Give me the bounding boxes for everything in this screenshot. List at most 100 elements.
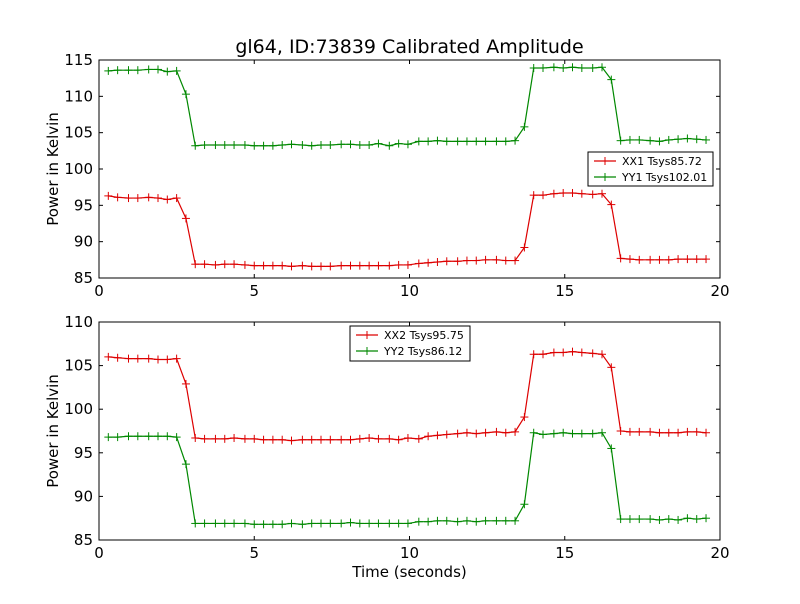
data-point	[588, 429, 597, 438]
x-axis-label: Time (seconds)	[351, 563, 467, 581]
data-point	[577, 63, 586, 72]
data-point	[200, 260, 209, 269]
legend-entry: YY1 Tsys102.01	[594, 171, 707, 184]
data-point	[635, 135, 644, 144]
data-point	[191, 433, 200, 442]
data-point	[511, 427, 520, 436]
data-point	[549, 429, 558, 438]
data-point	[317, 262, 326, 271]
data-point	[200, 434, 209, 443]
data-point	[181, 379, 190, 388]
y-tick-label: 85	[74, 531, 93, 549]
data-point	[655, 428, 664, 437]
data-point	[326, 262, 335, 271]
data-point	[124, 66, 133, 75]
legend-label: XX2 Tsys95.75	[384, 329, 464, 342]
data-point	[607, 75, 616, 84]
data-point	[317, 141, 326, 150]
data-point	[104, 433, 113, 442]
data-point	[453, 517, 462, 526]
data-point	[211, 519, 220, 528]
data-point	[492, 137, 501, 146]
data-point	[674, 135, 683, 144]
data-point	[298, 520, 307, 529]
data-point	[172, 433, 181, 442]
data-point	[259, 520, 268, 529]
data-point	[230, 433, 239, 442]
data-point	[153, 355, 162, 364]
data-point	[104, 191, 113, 200]
data-point	[337, 261, 346, 270]
data-point	[414, 434, 423, 443]
legend-label: YY1 Tsys102.01	[621, 171, 707, 184]
chart-title: gl64, ID:73839 Calibrated Amplitude	[235, 36, 583, 58]
data-point	[549, 189, 558, 198]
data-point	[287, 519, 296, 528]
x-tick-label: 10	[400, 282, 419, 300]
data-point	[278, 141, 287, 150]
data-point	[702, 255, 711, 264]
y-tick-label: 85	[74, 269, 93, 287]
data-point	[385, 261, 394, 270]
data-point	[674, 515, 683, 524]
data-point	[385, 519, 394, 528]
data-point	[692, 135, 701, 144]
data-point	[539, 191, 548, 200]
data-point	[259, 261, 268, 270]
data-point	[133, 432, 142, 441]
data-point	[403, 260, 412, 269]
data-point	[374, 261, 383, 270]
data-point	[144, 65, 153, 74]
data-point	[337, 435, 346, 444]
data-point	[568, 63, 577, 72]
data-point	[472, 137, 481, 146]
data-point	[113, 66, 122, 75]
data-point	[278, 520, 287, 529]
data-point	[539, 63, 548, 72]
data-point	[520, 122, 529, 131]
data-point	[492, 255, 501, 264]
data-point	[511, 256, 520, 265]
data-point	[153, 65, 162, 74]
data-point	[625, 427, 634, 436]
data-point	[163, 67, 172, 76]
data-point	[635, 255, 644, 264]
data-point	[414, 517, 423, 526]
data-point	[607, 444, 616, 453]
data-point	[191, 141, 200, 150]
data-point	[163, 355, 172, 364]
data-point	[529, 63, 538, 72]
data-point	[144, 432, 153, 441]
data-point	[674, 255, 683, 264]
data-point	[433, 136, 442, 145]
data-point	[240, 519, 249, 528]
y-tick-label: 95	[74, 444, 93, 462]
data-point	[163, 432, 172, 441]
data-point	[453, 137, 462, 146]
legend-entry: YY2 Tsys86.12	[356, 345, 462, 358]
data-point	[520, 243, 529, 252]
data-point	[472, 256, 481, 265]
data-point	[414, 259, 423, 268]
data-point	[172, 66, 181, 75]
data-point	[220, 260, 229, 269]
data-point	[462, 516, 471, 525]
data-point	[655, 137, 664, 146]
data-point	[683, 255, 692, 264]
data-point	[268, 141, 277, 150]
data-point	[607, 363, 616, 372]
data-point	[616, 254, 625, 263]
data-point	[211, 141, 220, 150]
data-point	[442, 257, 451, 266]
x-tick-label: 5	[249, 282, 259, 300]
data-point	[664, 515, 673, 524]
data-point	[346, 261, 355, 270]
legend: XX2 Tsys95.75 YY2 Tsys86.12	[349, 325, 471, 362]
legend-label: YY2 Tsys86.12	[383, 345, 462, 358]
data-point	[702, 428, 711, 437]
data-point	[250, 141, 259, 150]
data-point	[191, 519, 200, 528]
data-point	[481, 516, 490, 525]
data-point	[124, 432, 133, 441]
data-point	[424, 137, 433, 146]
